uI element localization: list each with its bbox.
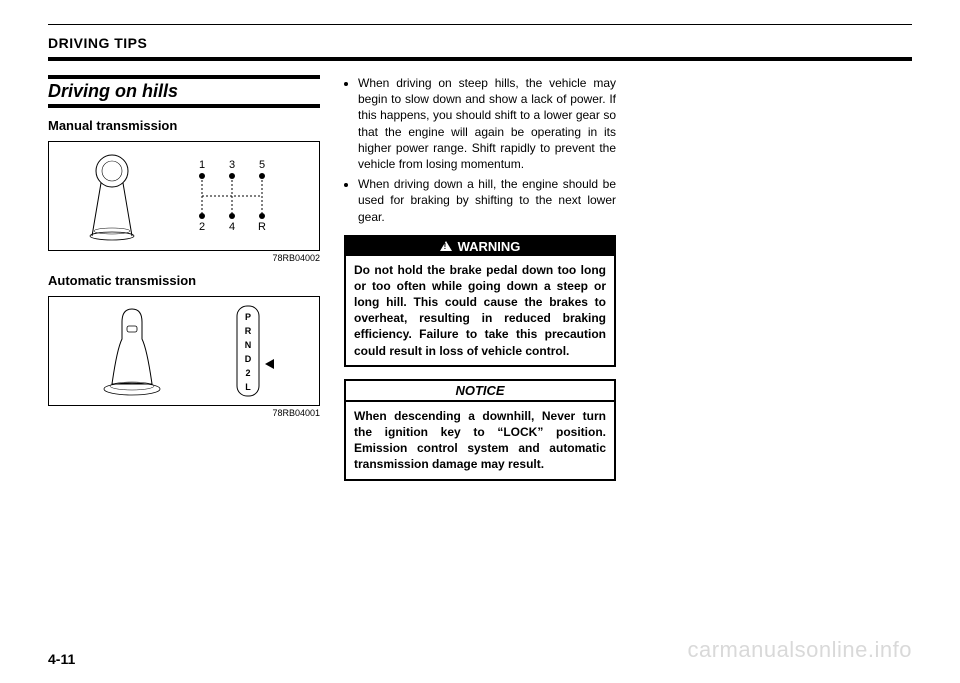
auto-shifter-icon [87,304,177,399]
pos-p: P [244,312,250,322]
top-rule [48,24,912,25]
pos-r: R [244,326,251,336]
notice-header: NOTICE [346,381,614,402]
bullet-list: When driving on steep hills, the vehicle… [344,75,616,225]
section-title: Driving on hills [48,81,320,102]
notice-body: When descending a downhill, Never turn t… [346,402,614,479]
section-rule-bottom [48,104,320,108]
pos-n: N [244,340,251,350]
manual-subtitle: Manual transmission [48,118,320,133]
auto-subtitle: Automatic transmission [48,273,320,288]
section-rule-top [48,75,320,79]
manual-figure: 1 3 5 2 4 R [48,141,320,251]
gear-1: 1 [198,159,204,171]
warning-box: WARNING Do not hold the brake pedal down… [344,235,616,367]
bullet-1: When driving on steep hills, the vehicle… [358,75,616,172]
gear-3: 3 [228,159,234,171]
warning-header: WARNING [346,237,614,256]
warning-label: WARNING [458,239,521,254]
warning-body: Do not hold the brake pedal down too lon… [346,256,614,365]
bullet-2: When driving down a hill, the engine sho… [358,176,616,225]
gear-4: 4 [228,221,234,233]
watermark: carmanualsonline.info [687,637,912,663]
empty-column [640,75,912,481]
content-columns: Driving on hills Manual transmission [48,75,912,481]
pos-2: 2 [245,368,250,378]
right-column: When driving on steep hills, the vehicle… [344,75,616,481]
pos-d: D [244,354,251,364]
auto-figure: P R N D 2 L [48,296,320,406]
h-pattern-icon: 1 3 5 2 4 R [182,156,292,236]
page-number: 4-11 [48,651,75,667]
auto-fig-caption: 78RB04001 [48,408,320,418]
gear-2: 2 [198,221,204,233]
page: DRIVING TIPS Driving on hills Manual tra… [0,0,960,683]
page-header: DRIVING TIPS [48,35,912,51]
left-column: Driving on hills Manual transmission [48,75,320,481]
warning-triangle-icon [440,241,452,251]
manual-fig-caption: 78RB04002 [48,253,320,263]
gear-r: R [258,221,266,233]
notice-box: NOTICE When descending a downhill, Never… [344,379,616,481]
gear-5: 5 [258,159,264,171]
pos-l: L [245,382,251,392]
gear-knob-icon [77,151,147,241]
auto-positions-icon: P R N D 2 L [232,304,282,399]
header-rule [48,57,912,61]
